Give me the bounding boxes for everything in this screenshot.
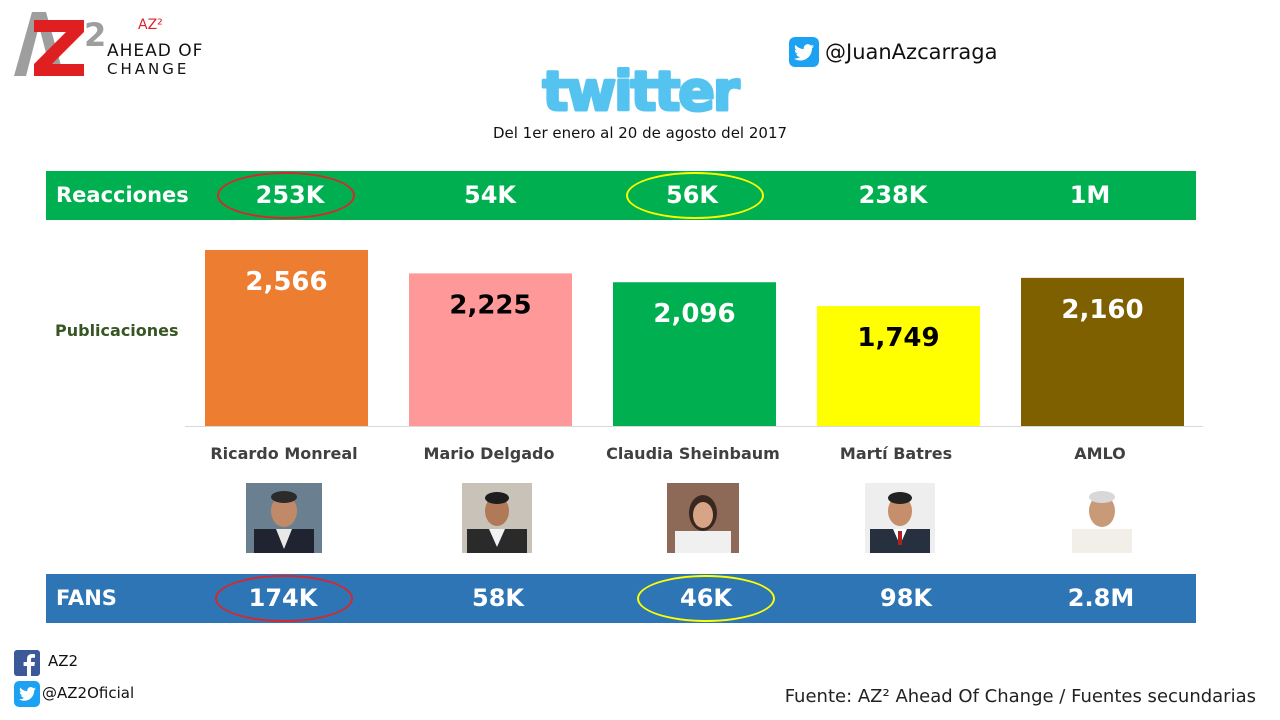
wordmark-text: twitter — [542, 62, 739, 122]
candidate-name: Claudia Sheinbaum — [606, 444, 780, 463]
reaction-value: 56K — [666, 181, 718, 209]
handle-text: @JuanAzcarraga — [825, 40, 998, 64]
logo-tagline-line1: AHEAD OF — [107, 41, 204, 61]
publications-bar-chart: 2,566 2,225 2,096 1,749 2,160 — [185, 250, 1203, 427]
bar-value-label: 2,160 — [1061, 295, 1143, 325]
fans-value: 46K — [680, 584, 732, 612]
fans-value: 98K — [880, 584, 932, 612]
bar — [205, 250, 368, 426]
candidate-photo — [246, 483, 322, 553]
bar — [613, 282, 776, 426]
svg-text:2: 2 — [84, 16, 104, 54]
candidate-photo — [462, 483, 532, 553]
az2-logo-icon: 2 — [14, 12, 104, 76]
candidate-name: Mario Delgado — [423, 444, 555, 463]
candidate-name: Ricardo Monreal — [210, 444, 358, 463]
twitter-account: @AZ2Oficial — [42, 684, 135, 702]
facebook-account: AZ2 — [48, 652, 79, 670]
bar — [817, 306, 980, 426]
twitter-icon — [14, 681, 40, 707]
reactions-band: Reacciones 253K 54K 56K 238K 1M — [46, 171, 1196, 220]
twitter-wordmark-logo: twitter — [541, 62, 743, 122]
candidate-photo — [667, 483, 739, 553]
author-handle: @JuanAzcarraga — [789, 37, 997, 67]
logo-superscript: AZ² — [138, 17, 163, 33]
reaction-value: 1M — [1069, 181, 1111, 209]
bar-value-label: 1,749 — [857, 323, 939, 353]
twitter-icon — [789, 37, 819, 67]
fans-band: FANS 174K 58K 46K 98K 2.8M — [46, 574, 1196, 623]
bar — [409, 273, 572, 426]
date-range-subtitle: Del 1er enero al 20 de agosto del 2017 — [492, 124, 788, 142]
bar-value-label: 2,566 — [245, 267, 327, 297]
logo-tagline-line2: CHANGE — [107, 60, 190, 78]
bar-value-label: 2,096 — [653, 299, 735, 329]
candidate-name: Martí Batres — [839, 444, 953, 463]
fans-value: 58K — [472, 584, 524, 612]
fans-value: 174K — [248, 584, 318, 612]
fans-highlight-ring — [215, 575, 353, 622]
facebook-icon — [14, 650, 40, 676]
bar — [1021, 277, 1184, 426]
fans-highlight-ring — [637, 575, 775, 622]
reaction-value: 253K — [255, 181, 325, 209]
reaction-value: 238K — [858, 181, 928, 209]
candidate-name: AMLO — [1074, 444, 1126, 463]
fans-value: 2.8M — [1067, 584, 1135, 612]
reaction-highlight-ring — [217, 172, 355, 219]
candidate-photo — [1066, 483, 1138, 553]
candidate-photo — [865, 483, 935, 553]
chart-y-label: Publicaciones — [55, 321, 179, 340]
reaction-value: 54K — [464, 181, 516, 209]
source-note: Fuente: AZ² Ahead Of Change / Fuentes se… — [784, 686, 1256, 707]
reaction-highlight-ring — [626, 172, 764, 219]
bar-value-label: 2,225 — [449, 290, 531, 320]
reactions-label: Reacciones — [56, 183, 189, 207]
fans-label: FANS — [56, 586, 117, 610]
